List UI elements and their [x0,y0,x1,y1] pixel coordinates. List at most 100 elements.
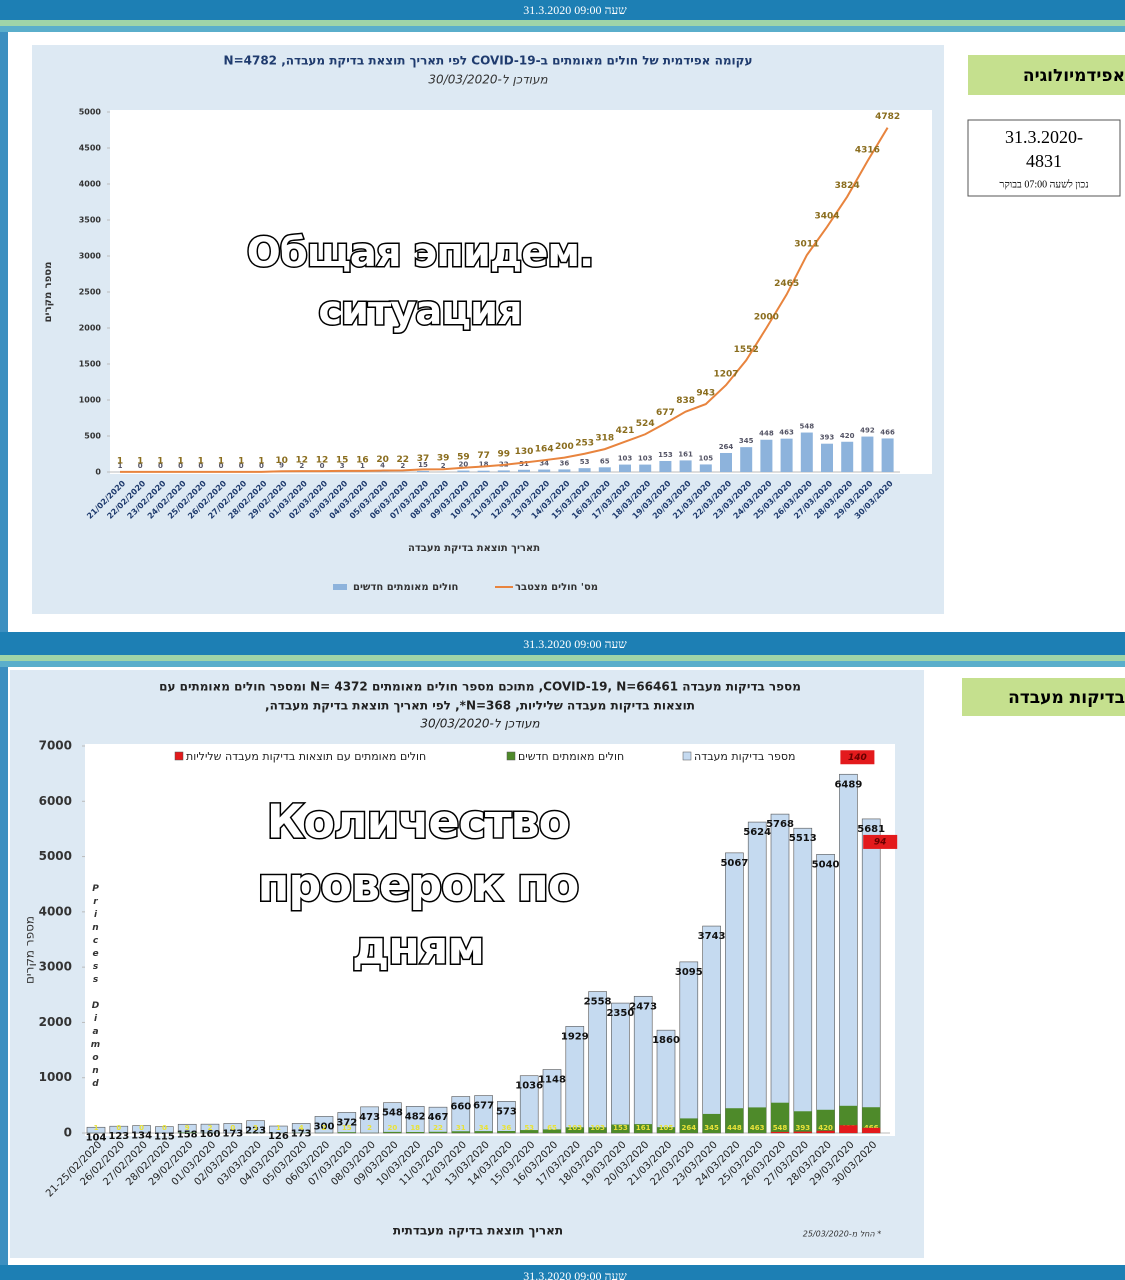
bar-label: 345 [739,437,754,445]
bar [611,1124,630,1133]
y-axis-label: מספר מקרים [23,916,37,984]
overlay-caption: Количество [267,795,570,849]
bar [633,995,653,1134]
bar [497,1131,516,1133]
bar [816,1109,835,1133]
bar-label: 2558 [584,997,612,1008]
y-tick-label: 6000 [39,794,72,808]
legend-label: חולים מאומתים חדשים [353,582,458,593]
bar [417,470,429,472]
watermark: Princess Diamond [91,884,101,1092]
line [120,127,889,473]
bar-label: 22 [433,1124,443,1132]
stripe [0,20,1125,26]
bar-label: 548 [382,1108,403,1119]
count-value: 4831 [1026,151,1062,171]
line-label: 1 [238,456,244,466]
bar [558,469,571,472]
bar-label: 473 [359,1112,380,1123]
stripe [0,26,1125,32]
bar-label: 466 [880,428,895,436]
bar [699,464,712,472]
bar-label: 5681 [857,824,885,835]
line-label: 59 [457,452,470,462]
bar-label: 0 [230,1124,235,1132]
bar [821,443,833,472]
bar [588,1127,607,1133]
bar [429,1131,447,1133]
y-tick-label: 4500 [79,144,102,153]
label-box [840,750,875,765]
bar-label: 264 [719,443,734,451]
bar-label: 573 [496,1106,517,1117]
bar-label: 1 [360,462,365,470]
time-bar [0,632,1125,655]
bar [383,1131,402,1133]
bar-label: 9 [185,1124,190,1132]
bar-label: 9 [279,461,284,469]
bar [816,1130,835,1133]
stripe [0,661,1125,667]
overlay-caption: дням [352,921,484,975]
bar-label: 31 [456,1124,466,1132]
bar-label: 2 [208,1124,213,1132]
bar-label: 5768 [766,819,794,830]
chart1-plot [110,110,932,474]
bar-label: 103 [638,455,653,463]
line-label: 12 [296,456,309,466]
bar-label: 160 [200,1129,221,1140]
bar [634,1124,653,1133]
y-tick-label: 3000 [39,960,72,974]
bar-label: 36 [502,1124,512,1132]
time-text: 31.3.2020 09:00 שעה [523,637,627,651]
legend-swatch [333,584,347,590]
bar-label: 53 [580,458,590,466]
line-label: 130 [515,447,534,457]
bar [793,827,813,1134]
bar-label: 223 [245,1126,266,1137]
bar-label: 0 [116,1124,121,1132]
bar-label: 463 [750,1124,765,1132]
legend-swatch [174,751,184,761]
bar-label: 103 [567,1124,582,1132]
bar [598,467,611,472]
x-axis-label: תאריך תוצאת בדיקה מעבדתית [393,1224,563,1238]
section-label [962,678,1125,716]
bar-label: 420 [840,432,855,440]
bar-label: 2 [367,1124,372,1132]
bar [477,470,490,472]
bar-label: 0 [139,1124,144,1132]
bar-label: 65 [600,457,610,465]
y-tick-label: 1000 [79,396,102,405]
line-label: 200 [555,442,574,452]
time-bar [0,0,1125,20]
bar-label: 393 [820,434,835,442]
bar-label: 161 [678,450,693,458]
overlay-caption: ситуация [318,288,521,334]
bar-label: 2 [400,462,405,470]
bar [748,1107,767,1133]
bar [611,1002,630,1134]
y-tick-label: 0 [95,468,101,477]
bar [337,1132,356,1133]
bar [771,1102,789,1133]
section-title: בדיקות מעבדה [1008,688,1125,708]
y-tick-label: 4000 [79,180,102,189]
bar-label: 0 [219,462,224,470]
bar-label: 34 [479,1124,489,1132]
bar-label: 3 [340,462,345,470]
line-label: 10 [275,456,288,466]
line-label: 838 [676,396,695,406]
bar [725,852,744,1134]
bar [518,469,530,472]
bar-label: 2350 [606,1008,634,1019]
line-label: 2000 [754,313,779,323]
overlay-caption: проверок по [258,858,579,912]
edge [0,667,8,1265]
bar-label: 1860 [652,1035,680,1046]
bar [793,1131,812,1133]
y-tick-label: 0 [64,1126,72,1140]
overlay-caption: Общая эпидем. [247,230,593,276]
bar-label: 2473 [629,1001,657,1012]
